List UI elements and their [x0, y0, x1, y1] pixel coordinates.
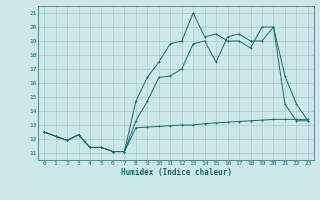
- X-axis label: Humidex (Indice chaleur): Humidex (Indice chaleur): [121, 168, 231, 177]
